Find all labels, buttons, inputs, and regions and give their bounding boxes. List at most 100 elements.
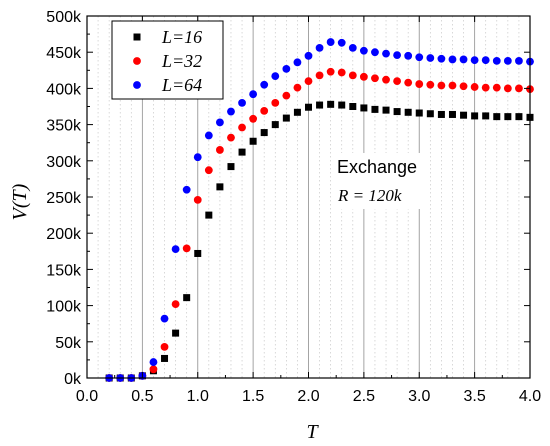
legend-label: L=16	[161, 27, 202, 47]
y-tick-label: 450k	[46, 45, 82, 62]
data-point	[503, 56, 512, 65]
y-tick-label: 200k	[46, 226, 82, 243]
data-point	[515, 113, 523, 121]
data-point	[149, 358, 158, 366]
y-axis-title: V(T)	[9, 183, 31, 220]
data-point	[315, 43, 324, 52]
data-point	[171, 300, 180, 309]
x-tick-label: 0.0	[76, 388, 98, 405]
data-point	[171, 245, 180, 254]
data-point	[360, 104, 368, 112]
data-point	[492, 83, 501, 92]
data-point	[382, 106, 390, 114]
x-tick-label: 2.0	[297, 388, 319, 405]
data-point	[404, 108, 412, 116]
y-tick-label: 250k	[46, 190, 82, 207]
data-point	[371, 48, 379, 57]
data-point	[415, 109, 423, 117]
data-point	[260, 80, 269, 89]
data-point	[282, 64, 291, 73]
annotation-box: Exchange R = 120k	[332, 153, 430, 209]
data-point	[205, 211, 213, 219]
data-point	[160, 342, 169, 351]
data-point	[503, 84, 512, 93]
data-point	[515, 56, 523, 65]
legend-item: L=32	[133, 51, 202, 71]
data-point	[260, 129, 268, 137]
legend-box	[111, 20, 224, 100]
data-point	[359, 72, 368, 81]
data-point	[482, 112, 490, 120]
data-point	[404, 51, 413, 60]
data-point	[459, 82, 468, 91]
y-tick-label: 100k	[46, 299, 82, 316]
data-point	[238, 98, 246, 107]
data-point	[426, 54, 435, 62]
annotation-subtitle: R = 120k	[337, 186, 402, 205]
legend-label: L=64	[161, 75, 202, 95]
legend: L=16 L=32 L=64	[111, 20, 224, 100]
data-point	[470, 83, 479, 91]
data-point	[349, 103, 357, 110]
data-point	[216, 183, 224, 191]
data-point	[437, 81, 446, 90]
data-point	[448, 55, 457, 64]
data-point	[338, 101, 346, 109]
legend-label: L=32	[161, 51, 202, 71]
data-point	[238, 148, 246, 156]
y-tick-label: 350k	[46, 118, 82, 135]
data-point	[293, 83, 302, 92]
y-tick-label: 150k	[46, 262, 82, 279]
data-point	[305, 103, 312, 111]
data-point	[249, 114, 258, 123]
data-point	[271, 72, 280, 80]
data-point	[227, 107, 235, 116]
data-point	[304, 77, 313, 86]
data-point	[204, 166, 213, 175]
data-point	[193, 195, 202, 204]
data-point	[149, 365, 158, 374]
data-point	[293, 108, 301, 116]
data-point	[327, 100, 335, 108]
data-point	[216, 118, 224, 127]
x-axis-title: T	[306, 421, 319, 443]
data-point	[293, 58, 302, 67]
ticks-layer	[86, 15, 531, 379]
legend-item: L=16	[133, 27, 202, 47]
data-point	[359, 46, 368, 55]
data-point	[426, 110, 434, 118]
data-point	[382, 49, 390, 58]
data-point	[460, 111, 468, 119]
data-point	[371, 105, 379, 113]
data-point	[182, 244, 191, 253]
data-point	[337, 68, 346, 77]
data-point	[316, 101, 324, 109]
x-tick-label: 3.5	[464, 388, 486, 405]
data-point	[404, 78, 413, 87]
data-point	[216, 146, 224, 154]
data-point	[182, 185, 191, 194]
x-tick-label: 1.5	[242, 388, 264, 405]
y-tick-label: 500k	[46, 9, 82, 26]
data-point	[172, 329, 180, 337]
data-point	[160, 314, 169, 323]
data-point	[337, 38, 346, 47]
x-tick-label: 2.5	[353, 388, 375, 405]
data-point	[426, 80, 435, 89]
series-3	[105, 38, 534, 382]
data-point	[371, 74, 379, 83]
data-point	[515, 84, 523, 93]
legend-marker	[133, 33, 141, 41]
data-point	[304, 51, 313, 60]
x-tick-label: 3.0	[408, 388, 430, 405]
data-point	[437, 54, 446, 63]
data-point	[194, 249, 202, 257]
data-point	[204, 131, 213, 140]
legend-marker	[133, 81, 141, 89]
data-point	[471, 112, 479, 120]
data-point	[161, 354, 169, 362]
data-point	[493, 113, 501, 121]
data-point	[183, 294, 191, 302]
